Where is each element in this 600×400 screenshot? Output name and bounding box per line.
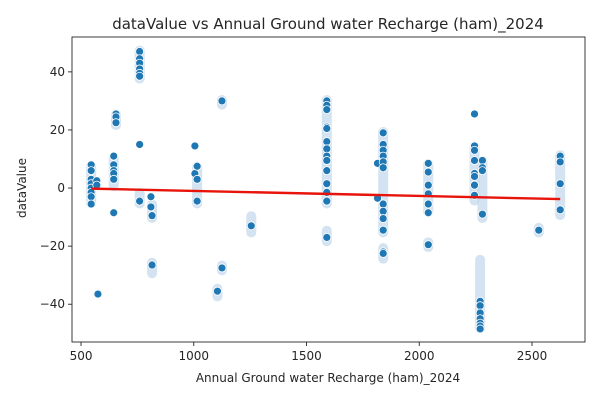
data-point <box>190 141 200 151</box>
data-point <box>378 214 388 223</box>
data-point <box>93 289 103 299</box>
data-point <box>246 221 256 231</box>
data-point <box>192 174 202 184</box>
data-point <box>322 105 332 115</box>
data-point <box>322 188 332 197</box>
data-point <box>378 128 388 138</box>
data-point <box>555 205 565 215</box>
data-point <box>109 208 119 218</box>
data-point <box>423 240 433 250</box>
data-point <box>86 192 96 202</box>
y-tick-label: −40 <box>40 297 65 311</box>
x-axis: 500 1000 1500 2000 2500 <box>70 342 548 363</box>
x-tick-label: 1500 <box>291 349 322 363</box>
data-point <box>217 96 227 106</box>
data-point <box>470 172 479 181</box>
y-axis: −40 −20 0 20 40 <box>40 65 72 311</box>
plot-frame <box>71 36 586 343</box>
data-point <box>86 166 96 176</box>
data-point <box>470 145 479 155</box>
y-tick-label: 40 <box>50 65 65 79</box>
data-point <box>147 260 157 270</box>
data-point <box>109 174 119 184</box>
data-point <box>322 179 332 189</box>
data-point <box>146 202 156 212</box>
data-point <box>135 140 145 149</box>
data-point <box>378 249 388 258</box>
data-points-layer <box>86 47 565 334</box>
data-point <box>109 151 119 161</box>
data-point <box>423 199 433 209</box>
data-point <box>555 157 565 167</box>
data-point <box>423 158 433 168</box>
data-point <box>135 71 145 81</box>
data-point <box>322 196 332 206</box>
data-point <box>322 233 332 242</box>
regression-line-layer <box>91 187 561 201</box>
data-point <box>322 156 332 165</box>
data-point <box>147 211 157 221</box>
data-point <box>192 161 202 171</box>
data-point <box>192 196 202 206</box>
data-point <box>213 286 222 296</box>
data-point <box>135 47 145 56</box>
data-point <box>322 124 332 133</box>
data-point <box>378 199 388 209</box>
data-point <box>470 156 479 165</box>
data-point <box>423 208 433 218</box>
plot-area <box>86 45 566 334</box>
data-point <box>378 225 388 235</box>
data-point <box>322 144 332 154</box>
data-point <box>86 199 96 209</box>
data-point <box>146 192 156 202</box>
data-point <box>135 196 145 206</box>
data-point <box>477 156 487 165</box>
data-point <box>475 301 485 311</box>
regression-line <box>91 187 561 201</box>
chart-title: dataValue vs Annual Ground water Recharg… <box>112 15 544 34</box>
x-tick-label: 500 <box>70 349 93 363</box>
x-tick-label: 2000 <box>404 349 435 363</box>
y-axis-label: dataValue <box>15 158 29 218</box>
data-point <box>534 225 544 235</box>
y-tick-label: 20 <box>50 123 65 137</box>
data-point <box>423 167 433 177</box>
data-point <box>555 179 565 189</box>
data-point <box>423 180 433 190</box>
data-point <box>470 109 479 119</box>
data-point <box>470 180 479 190</box>
data-point <box>477 166 487 176</box>
data-point <box>322 166 332 176</box>
x-tick-label: 1000 <box>178 349 209 363</box>
data-point <box>378 206 388 216</box>
data-point <box>378 163 388 173</box>
data-point <box>217 263 227 273</box>
data-point <box>477 209 487 219</box>
x-tick-label: 2500 <box>517 349 548 363</box>
data-point <box>322 137 332 146</box>
y-tick-label: 0 <box>57 181 65 195</box>
data-point <box>111 118 121 128</box>
x-axis-label: Annual Ground water Recharge (ham)_2024 <box>196 371 460 385</box>
data-point <box>475 324 485 334</box>
y-tick-label: −20 <box>40 239 65 253</box>
